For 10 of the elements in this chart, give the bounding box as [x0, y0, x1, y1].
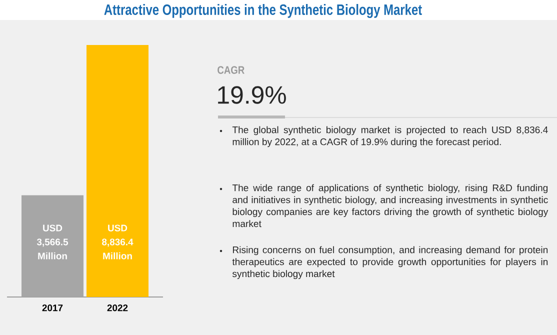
x-tick-label: 2022: [107, 304, 128, 312]
text: The wide range of applications of synthetic biology, rising R&D funding and initiatives in synthetic biology, and increasing investments in synthetic biology companies are key factors driving the growth of synthetic biology market: [232, 184, 548, 228]
x-tick-label: 2017: [42, 304, 63, 312]
text: Rising concerns on fuel consumption, and increasing demand for protein therapeutics are expected to provide growth opportunities for players in synthetic biology market: [232, 246, 548, 280]
data-label: USD 8,836.4 Million: [102, 224, 134, 260]
text: The global synthetic biology market is projected to reach USD 8,836.4 million by 2022, at a CAGR of 19.9% during the forecast period.: [232, 126, 548, 148]
data-label: USD 3,566.5 Million: [36, 224, 68, 260]
text: 19.9%: [218, 86, 286, 104]
text: Attractive Opportunities in the Synthetic Biology Market: [104, 4, 422, 18]
text: CAGR: [218, 66, 244, 74]
